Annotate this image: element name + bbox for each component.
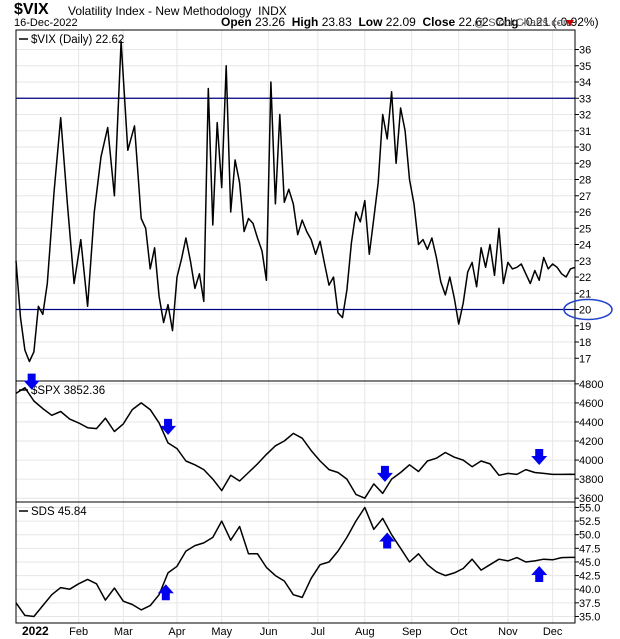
down-change-icon	[566, 20, 574, 26]
panel-background	[16, 30, 575, 381]
x-tick-label: Mar	[114, 626, 133, 638]
down-arrow-icon	[23, 373, 40, 390]
up-arrow-icon	[531, 566, 548, 583]
y-tick-label: 24	[579, 240, 591, 252]
down-arrow-icon	[531, 448, 548, 465]
y-tick-label: 45.0	[579, 557, 600, 569]
panel-border	[15, 501, 576, 624]
y-tick-label: 26	[579, 207, 591, 219]
y-tick-label: 35.0	[579, 611, 600, 623]
y-tick-label: 21	[579, 288, 591, 300]
y-tick-label: 55.0	[579, 502, 600, 514]
x-tick-label: Aug	[355, 626, 375, 638]
x-tick-label: Nov	[498, 626, 518, 638]
down-arrow-icon	[376, 465, 393, 482]
y-tick-label: 29	[579, 158, 591, 170]
down-arrow-icon	[160, 418, 177, 435]
y-tick-label: 4000	[579, 455, 603, 467]
y-tick-label: 37.5	[579, 598, 600, 610]
y-tick-label: 19	[579, 321, 591, 333]
y-tick-label: 3600	[579, 493, 603, 505]
y-tick-label: 20	[579, 305, 591, 317]
series-line	[15, 506, 575, 618]
x-tick-label: Feb	[69, 626, 88, 638]
y-tick-label: 3800	[579, 474, 603, 486]
y-tick-label: 52.5	[579, 516, 600, 528]
y-tick-label: 36	[579, 45, 591, 57]
up-arrow-icon	[379, 532, 396, 549]
x-tick-label: May	[211, 626, 232, 638]
y-tick-label: 50.0	[579, 530, 600, 542]
x-tick-label: Sep	[402, 626, 422, 638]
x-year-label: 2022	[22, 624, 49, 638]
y-tick-label: 17	[579, 353, 591, 365]
symbol-label: $VIX	[14, 1, 49, 18]
panel-legend: $SPX 3852.36	[31, 385, 105, 397]
y-tick-label: 47.5	[579, 543, 600, 555]
highlight-circle	[563, 298, 613, 321]
brand-label: @ StockCharts.com	[474, 17, 572, 29]
x-tick-label: Jun	[260, 626, 278, 638]
y-tick-label: 23	[579, 256, 591, 268]
y-tick-label: 32	[579, 110, 591, 122]
y-tick-label: 4400	[579, 417, 603, 429]
panel-background	[16, 502, 575, 623]
y-tick-label: 31	[579, 126, 591, 138]
y-tick-label: 22	[579, 272, 591, 284]
symbol-name: Volatility Index - New Methodology INDX	[68, 4, 287, 18]
y-tick-label: 28	[579, 175, 591, 187]
y-tick-label: 25	[579, 223, 591, 235]
panel-legend: $VIX (Daily) 22.62	[31, 34, 124, 46]
series-line	[15, 386, 576, 499]
y-tick-label: 34	[579, 77, 591, 89]
y-tick-label: 27	[579, 191, 591, 203]
x-tick-label: Jul	[311, 626, 325, 638]
x-tick-label: Dec	[543, 626, 563, 638]
y-tick-label: 4800	[579, 379, 603, 391]
y-tick-label: 30	[579, 142, 591, 154]
ohlc-readout: Open 23.26 High 23.83 Low 22.09 Close 22…	[221, 15, 599, 29]
y-tick-label: 42.5	[579, 571, 600, 583]
date-label: 16-Dec-2022	[14, 17, 78, 29]
series-line	[15, 40, 576, 363]
y-tick-label: 35	[579, 61, 591, 73]
y-tick-label: 40.0	[579, 584, 600, 596]
x-tick-label: Oct	[450, 626, 467, 638]
up-arrow-icon	[157, 584, 174, 601]
x-tick-label: Apr	[168, 626, 185, 638]
y-tick-label: 4200	[579, 436, 603, 448]
y-tick-label: 33	[579, 93, 591, 105]
panel-legend: SDS 45.84	[31, 506, 87, 518]
y-tick-label: 18	[579, 337, 591, 349]
y-tick-label: 4600	[579, 398, 603, 410]
